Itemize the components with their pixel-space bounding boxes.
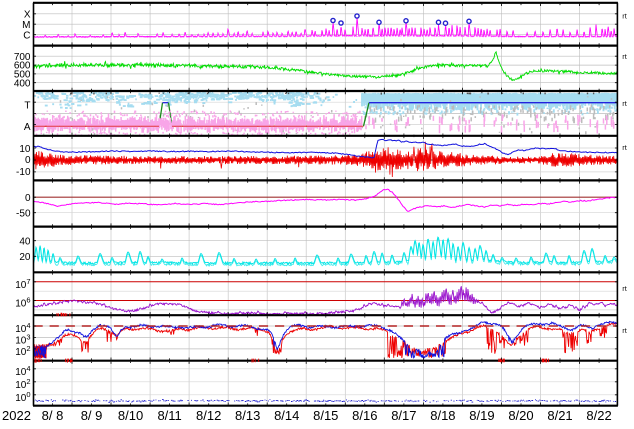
- svg-text:8/14: 8/14: [274, 408, 299, 423]
- svg-text:8/15: 8/15: [313, 408, 338, 423]
- svg-text:8/11: 8/11: [157, 408, 181, 423]
- svg-text:8/16: 8/16: [352, 408, 377, 423]
- svg-text:400: 400: [14, 78, 31, 89]
- svg-text:T: T: [24, 100, 30, 111]
- svg-text:500: 500: [14, 70, 31, 81]
- svg-text:8/13: 8/13: [235, 408, 260, 423]
- svg-text:8/19: 8/19: [469, 408, 494, 423]
- svg-text:8/17: 8/17: [391, 408, 416, 423]
- svg-text:8/10: 8/10: [118, 408, 143, 423]
- svg-text:2022: 2022: [2, 408, 31, 423]
- svg-text:20: 20: [19, 252, 31, 263]
- svg-text:700: 700: [14, 52, 31, 63]
- svg-text:-10: -10: [16, 167, 31, 178]
- svg-text:10: 10: [19, 144, 31, 155]
- svg-text:8/22: 8/22: [586, 408, 611, 423]
- svg-text:rt: rt: [622, 326, 627, 335]
- svg-text:rt: rt: [622, 99, 627, 108]
- svg-text:-50: -50: [16, 208, 31, 219]
- svg-text:8/20: 8/20: [508, 408, 533, 423]
- svg-text:0: 0: [25, 193, 31, 204]
- svg-text:8/ 8: 8/ 8: [42, 408, 64, 423]
- svg-text:C: C: [23, 30, 30, 41]
- svg-text:40: 40: [19, 236, 31, 247]
- svg-text:0: 0: [25, 155, 31, 166]
- svg-text:rt: rt: [622, 52, 627, 61]
- svg-text:600: 600: [14, 61, 31, 72]
- svg-text:8/ 9: 8/ 9: [81, 408, 103, 423]
- svg-text:rt: rt: [622, 284, 627, 293]
- svg-text:M: M: [22, 20, 30, 31]
- svg-text:rt: rt: [622, 143, 627, 152]
- svg-text:X: X: [24, 9, 31, 20]
- svg-text:8/12: 8/12: [196, 408, 221, 423]
- svg-text:rt: rt: [622, 12, 627, 21]
- svg-text:A: A: [24, 122, 31, 133]
- svg-text:8/21: 8/21: [547, 408, 572, 423]
- svg-text:8/18: 8/18: [430, 408, 455, 423]
